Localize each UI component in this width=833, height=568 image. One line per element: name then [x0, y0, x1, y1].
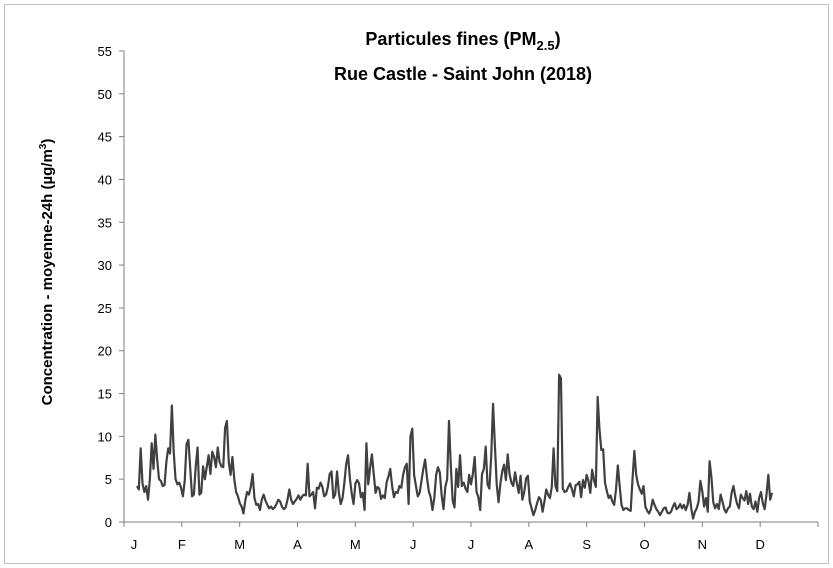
y-tick-label: 55 [98, 44, 112, 59]
y-tick-label: 10 [98, 429, 112, 444]
ylabel-superscript: 3 [38, 143, 49, 149]
y-tick-label: 45 [98, 130, 112, 145]
series-line [136, 373, 774, 520]
x-tick-label: J [468, 537, 475, 552]
ylabel-main: Concentration - moyenne-24h (µg/m [39, 149, 56, 405]
y-tick-label: 40 [98, 172, 112, 187]
x-tick-label: D [755, 537, 764, 552]
x-tick-label: M [234, 537, 245, 552]
y-tick-label: 35 [98, 215, 112, 230]
x-tick-label: J [410, 537, 417, 552]
x-tick-label: M [350, 537, 361, 552]
x-tick-label: A [293, 537, 302, 552]
y-tick-label: 15 [98, 387, 112, 402]
x-tick-label: F [178, 537, 186, 552]
x-tick-label: O [639, 537, 649, 552]
x-tick-label: J [131, 537, 138, 552]
y-tick-label: 20 [98, 344, 112, 359]
svg-text:Particules fines (PM2.5): Particules fines (PM2.5) [365, 29, 560, 53]
y-tick-label: 5 [105, 472, 112, 487]
x-tick-label: N [698, 537, 707, 552]
title-main: Particules fines (PM [365, 29, 536, 49]
chart-title: Particules fines (PM2.5) Rue Castle - Sa… [334, 29, 592, 84]
ylabel-close: ) [39, 139, 56, 144]
y-axis-label: Concentration - moyenne-24h (µg/m3) [38, 139, 56, 406]
x-tick-label: S [582, 537, 591, 552]
title-subscript: 2.5 [536, 38, 554, 53]
y-tick-label: 30 [98, 258, 112, 273]
title-line2: Rue Castle - Saint John (2018) [334, 64, 592, 84]
y-axis: 0 5 10 15 20 25 30 35 40 45 50 55 [98, 44, 125, 530]
plot-area [136, 373, 774, 520]
y-tick-label: 0 [105, 515, 112, 530]
x-tick-label: A [524, 537, 533, 552]
y-tick-label: 25 [98, 301, 112, 316]
y-tick-label: 50 [98, 87, 112, 102]
title-close: ) [555, 29, 561, 49]
